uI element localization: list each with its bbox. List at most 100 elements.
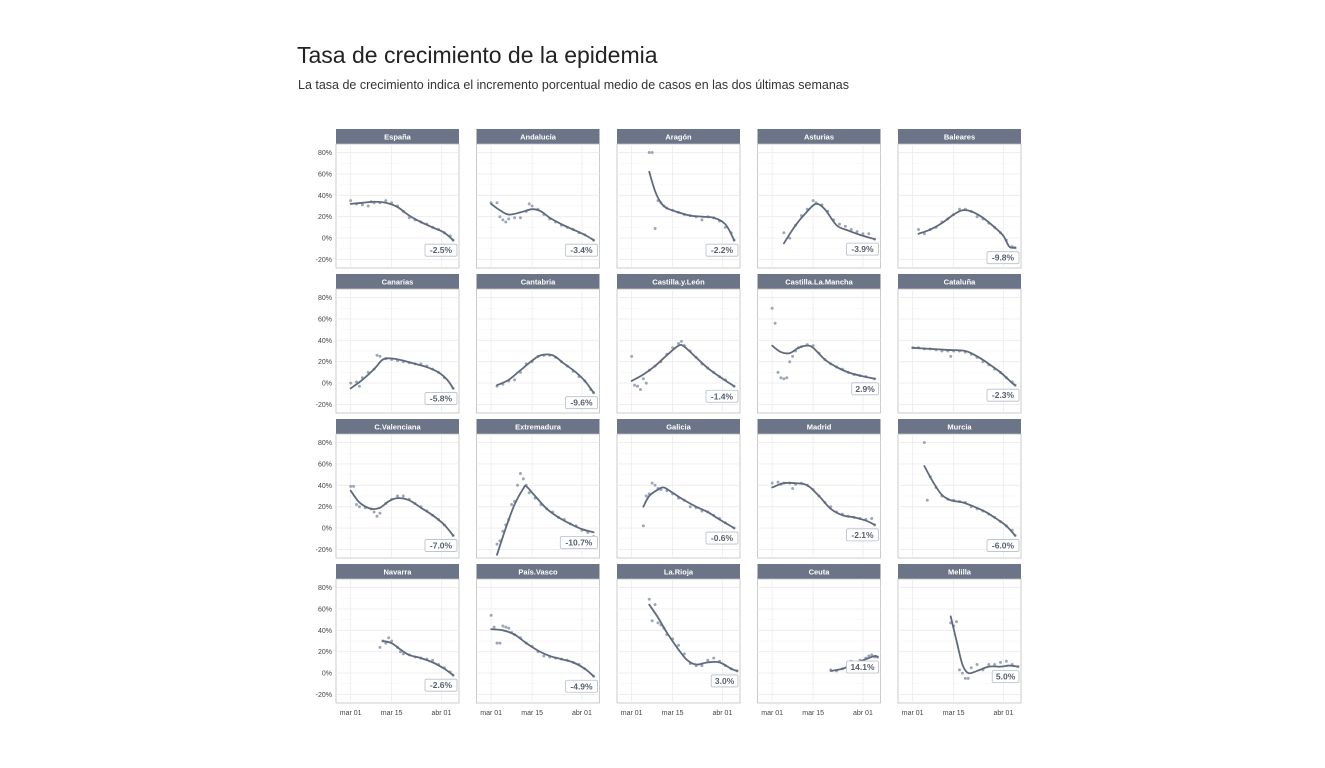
panel-title: Madrid	[807, 423, 832, 432]
panel-strip	[757, 129, 881, 144]
smooth-line	[496, 484, 595, 556]
value-label: -7.0%	[430, 541, 453, 551]
data-point	[791, 487, 795, 491]
panel-strip	[757, 274, 881, 289]
y-tick-label: 40%	[318, 338, 332, 345]
data-point	[504, 220, 508, 224]
data-point	[527, 491, 531, 495]
y-tick-label: 80%	[318, 585, 332, 592]
data-point	[861, 232, 865, 236]
panel-país-vasco: País.Vasco -4.9% mar 01 mar 15 abr 01	[476, 564, 600, 717]
smooth-line	[771, 344, 876, 380]
x-tick-label: mar 15	[662, 710, 684, 717]
x-tick-label: abr 01	[572, 710, 592, 717]
data-point	[1004, 659, 1008, 663]
panel-strip	[336, 564, 459, 579]
panel-title: Asturias	[804, 133, 834, 142]
data-point	[849, 228, 853, 232]
data-point	[401, 494, 405, 498]
data-point	[677, 643, 680, 647]
panel-title: Baleares	[944, 133, 975, 142]
value-label: -3.4%	[570, 245, 593, 255]
y-tick-label: 20%	[318, 504, 332, 511]
y-tick-label: 0%	[322, 526, 332, 533]
data-point	[653, 483, 657, 487]
panel-title: La.Rioja	[664, 568, 694, 577]
data-point	[355, 503, 358, 507]
smooth-line	[630, 343, 736, 388]
data-point	[700, 664, 704, 668]
data-point	[653, 226, 657, 230]
data-point	[788, 236, 792, 240]
data-point	[843, 224, 847, 228]
data-point	[966, 676, 970, 680]
smooth-line	[911, 346, 1017, 387]
value-label: -4.9%	[570, 681, 593, 691]
data-point	[501, 624, 505, 628]
panel-baleares: Baleares -9.8%	[897, 129, 1022, 269]
smooth-line	[496, 353, 595, 394]
smooth-line	[782, 202, 876, 245]
data-point	[527, 202, 531, 206]
panel-title: Extremadura	[515, 423, 562, 432]
panel-strip	[898, 274, 1021, 289]
panel-andalucía: Andalucía -3.4%	[476, 129, 600, 269]
value-label: 5.0%	[996, 672, 1016, 682]
data-point	[870, 516, 874, 520]
value-label-box	[846, 242, 879, 256]
value-label-box	[565, 396, 598, 410]
panel-title: País.Vasco	[518, 568, 558, 577]
data-point	[498, 641, 502, 645]
value-label: -0.6%	[711, 533, 734, 543]
data-point	[955, 620, 959, 624]
x-tick-label: abr 01	[431, 710, 451, 717]
data-point	[513, 378, 517, 382]
panel-strip	[898, 564, 1021, 579]
panel-madrid: Madrid -2.1%	[757, 419, 881, 559]
value-label: 2.9%	[855, 384, 875, 394]
data-point	[647, 151, 651, 155]
panel-strip	[757, 419, 881, 434]
y-tick-label: 20%	[318, 649, 332, 656]
data-point	[679, 339, 683, 343]
value-label: -1.4%	[711, 391, 734, 401]
y-tick-label: 20%	[318, 214, 332, 221]
value-label: -9.8%	[992, 253, 1015, 263]
value-label-box	[705, 389, 739, 403]
data-point	[516, 483, 519, 487]
smooth-line	[771, 481, 876, 526]
x-tick-label: mar 01	[340, 710, 362, 717]
smooth-line	[490, 202, 595, 242]
data-point	[776, 370, 780, 374]
data-point	[999, 660, 1002, 664]
panel-title: Galicia	[666, 423, 691, 432]
data-point	[378, 511, 382, 515]
panel-title: España	[384, 133, 412, 142]
y-tick-label: 60%	[318, 461, 332, 468]
value-label: -2.1%	[851, 530, 874, 540]
data-point	[378, 645, 382, 649]
data-point	[396, 494, 399, 498]
smooth-line	[917, 209, 1017, 249]
panel-c-valenciana: C.Valenciana -7.0% 80% 60% 40% 20% 0% -20%	[316, 419, 460, 559]
x-tick-label: abr 01	[993, 710, 1013, 717]
panel-strip	[336, 129, 459, 144]
panel-title: Ceuta	[809, 568, 831, 577]
data-point	[641, 524, 645, 528]
data-point	[782, 231, 786, 235]
data-point	[518, 216, 522, 220]
data-point	[870, 653, 874, 657]
value-label-box	[424, 539, 458, 552]
value-label: -10.7%	[565, 537, 592, 547]
panel-castilla-y-león: Castilla.y.León -1.4%	[616, 274, 741, 414]
x-tick-label: abr 01	[853, 710, 873, 717]
panel-melilla: Melilla 5.0% mar 01 mar 15 abr 01	[897, 564, 1022, 717]
panel-strip	[476, 274, 600, 289]
y-tick-label: 40%	[318, 628, 332, 635]
data-point	[638, 387, 642, 391]
smooth-line	[648, 170, 736, 242]
data-point	[963, 676, 967, 680]
data-point	[636, 384, 639, 388]
panel-strip	[617, 129, 740, 144]
value-label-box	[846, 660, 879, 674]
